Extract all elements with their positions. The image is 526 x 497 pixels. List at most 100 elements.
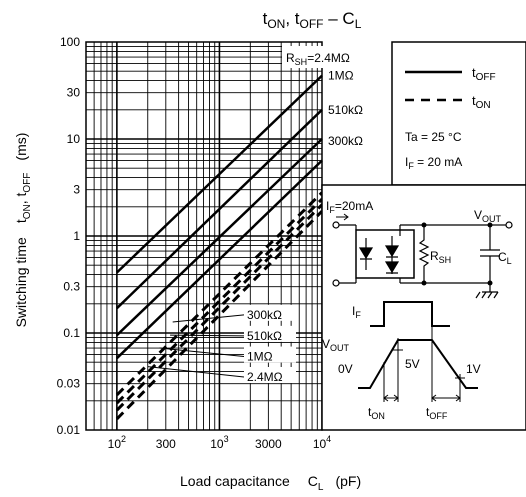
callout-leader bbox=[147, 366, 245, 378]
one-volt-label: 1V bbox=[466, 362, 481, 376]
y-axis-part: t bbox=[13, 219, 29, 223]
callout-leader bbox=[172, 314, 245, 323]
legend-toff-t: t bbox=[472, 65, 476, 80]
circuit-if-rest: =20mA bbox=[335, 199, 373, 213]
title-part: – C bbox=[324, 9, 355, 28]
toff-main: t bbox=[426, 405, 430, 419]
y-tick-labels: 100 30 10 3 1 0.3 0.1 0.03 0.01 bbox=[57, 35, 81, 437]
output-terminal bbox=[505, 221, 513, 229]
x-tick-exponent: 3 bbox=[224, 434, 229, 444]
title-part: , t bbox=[285, 9, 299, 28]
y-tick-label: 3 bbox=[73, 183, 80, 197]
circuit-if-label: IF=20mA bbox=[326, 199, 373, 215]
capacitor-icon bbox=[480, 225, 500, 283]
legend-toff-sub: OFF bbox=[476, 72, 496, 83]
title-subscript: L bbox=[355, 17, 362, 31]
ton-curve-6 bbox=[115, 198, 324, 405]
x-tick-exponent: 4 bbox=[326, 434, 331, 444]
input-current-arrow-icon bbox=[336, 213, 349, 221]
junction-dot bbox=[421, 222, 427, 228]
x-tick-label: 102 bbox=[108, 434, 126, 451]
legend: tOFF tON Ta = 25 °C IF = 20 mA bbox=[391, 41, 526, 186]
x-axis-label: Load capacitance CL (pF) bbox=[180, 473, 361, 493]
callout-label-bg bbox=[244, 367, 296, 384]
x-axis-unit: (pF) bbox=[335, 473, 361, 489]
resistor-icon bbox=[418, 225, 430, 283]
title-part: t bbox=[263, 9, 268, 28]
chart-title: tON, tOFF – CL bbox=[263, 9, 362, 31]
legend-ton-label: tON bbox=[472, 93, 491, 111]
waveform-if-label: IF bbox=[352, 304, 361, 320]
y-axis-unit: (ms) bbox=[13, 133, 29, 161]
cl-main: C bbox=[498, 250, 507, 264]
plot-grid bbox=[85, 41, 323, 431]
y-tick-label: 0.3 bbox=[63, 280, 80, 294]
x-tick-label: 3000 bbox=[255, 437, 282, 451]
test-circuit-inset: IF=20mA RSH CL VOUT IF VOUT 0V bbox=[321, 184, 526, 431]
zero-volt-label: 0V bbox=[338, 362, 353, 376]
waveform-vout-label: VOUT bbox=[322, 337, 350, 353]
callout-label: 300kΩ bbox=[247, 308, 282, 322]
y-tick-label: 0.03 bbox=[57, 377, 81, 391]
x-tick-base: 300 bbox=[156, 437, 176, 451]
x-tick-base: 3000 bbox=[255, 437, 282, 451]
y-tick-label: 10 bbox=[67, 132, 81, 146]
rsh-label: RSH bbox=[430, 249, 451, 265]
vout-sub: OUT bbox=[482, 214, 502, 224]
x-axis-main: Load capacitance bbox=[180, 473, 290, 489]
waveform-if-sub: F bbox=[355, 310, 361, 320]
legend-ton-sub: ON bbox=[476, 100, 491, 111]
toff-label: tOFF bbox=[426, 405, 448, 421]
waveform-if-main: I bbox=[352, 304, 355, 318]
input-terminal-bottom bbox=[332, 279, 340, 287]
x-axis-symbol: C bbox=[308, 473, 318, 489]
title-subscript: OFF bbox=[300, 17, 324, 31]
toff-curve-3 bbox=[116, 159, 323, 360]
plot-curves bbox=[115, 74, 324, 420]
x-tick-exponent: 2 bbox=[121, 434, 126, 444]
curve-label-rest: =2.4MΩ bbox=[307, 51, 350, 65]
callout-label: 510kΩ bbox=[247, 329, 282, 343]
curve-label-text: R bbox=[286, 51, 295, 65]
callout-label: 2.4MΩ bbox=[247, 370, 283, 384]
callout-leader bbox=[159, 347, 245, 358]
curve-label-top: 1MΩ bbox=[328, 69, 354, 83]
y-tick-label: 30 bbox=[67, 86, 81, 100]
rsh-sub: SH bbox=[439, 255, 452, 265]
cl-label: CL bbox=[498, 250, 512, 266]
curve-label-bg bbox=[282, 46, 392, 68]
curve-label-top: RSH=2.4MΩ bbox=[286, 51, 350, 67]
x-tick-base: 10 bbox=[108, 437, 122, 451]
x-tick-label: 300 bbox=[156, 437, 176, 451]
ton-sub: ON bbox=[371, 411, 385, 421]
vout-waveform bbox=[358, 339, 478, 389]
y-tick-label: 0.01 bbox=[57, 423, 81, 437]
junction-dot bbox=[421, 280, 427, 286]
five-volt-label: 5V bbox=[405, 357, 420, 371]
x-axis-subscript: L bbox=[318, 482, 324, 493]
ton-dimension-arrow bbox=[383, 394, 399, 402]
x-tick-labels: 102 300 103 3000 104 bbox=[108, 434, 332, 451]
callout-leader bbox=[170, 334, 245, 337]
ton-curve-7 bbox=[115, 191, 324, 396]
ground-icon bbox=[475, 283, 499, 299]
curve-label-top: 510kΩ bbox=[328, 103, 363, 117]
led-icon bbox=[358, 247, 374, 260]
waveform-vout-sub: OUT bbox=[330, 343, 350, 353]
circuit-if-main: I bbox=[326, 199, 329, 213]
if-pulse-waveform bbox=[370, 301, 450, 327]
toff-sub: OFF bbox=[429, 411, 447, 421]
legend-if-rest: = 20 mA bbox=[414, 155, 462, 169]
curve-callouts: RSH=2.4MΩ 1MΩ 510kΩ 300kΩ 300kΩ 510kΩ 1MΩ 2.4MΩ bbox=[147, 46, 392, 384]
input-terminal-top bbox=[332, 221, 340, 229]
toff-dimension-arrow bbox=[431, 394, 461, 402]
callout-label-bg bbox=[244, 304, 296, 321]
waveform-vout-main: V bbox=[322, 337, 330, 351]
vout-main: V bbox=[474, 208, 482, 222]
y-tick-label: 1 bbox=[73, 229, 80, 243]
curve-label-sub: SH bbox=[295, 57, 308, 67]
ton-main: t bbox=[368, 405, 372, 419]
callout-label: 1MΩ bbox=[247, 350, 273, 364]
title-subscript: ON bbox=[267, 17, 285, 31]
